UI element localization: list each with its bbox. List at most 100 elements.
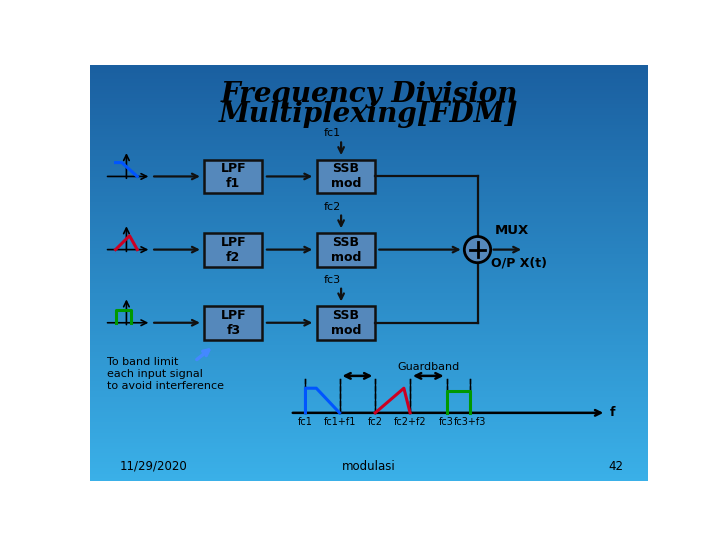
Bar xyxy=(90,417,648,420)
Bar xyxy=(90,72,648,75)
Bar xyxy=(90,226,648,229)
Bar xyxy=(90,79,648,82)
Bar xyxy=(90,285,648,287)
Bar xyxy=(90,143,648,146)
Bar xyxy=(90,99,648,102)
Circle shape xyxy=(464,237,490,262)
Bar xyxy=(90,197,648,200)
Bar xyxy=(90,228,648,231)
Bar xyxy=(90,64,648,67)
Bar xyxy=(90,110,648,113)
Bar xyxy=(90,397,648,400)
Bar xyxy=(90,324,648,327)
Bar xyxy=(90,332,648,335)
Bar xyxy=(90,426,648,429)
Bar xyxy=(90,129,648,131)
Bar xyxy=(90,276,648,279)
Bar xyxy=(90,168,648,171)
Bar xyxy=(90,172,648,175)
Text: 11/29/2020: 11/29/2020 xyxy=(120,460,187,473)
Text: LPF
f1: LPF f1 xyxy=(220,163,246,191)
Bar xyxy=(90,322,648,325)
Bar xyxy=(90,87,648,90)
Bar xyxy=(90,413,648,416)
Bar xyxy=(90,390,648,393)
Bar xyxy=(90,312,648,314)
Text: LPF
f3: LPF f3 xyxy=(220,309,246,337)
Bar xyxy=(90,207,648,211)
Bar xyxy=(90,424,648,427)
Bar xyxy=(90,374,648,377)
Bar xyxy=(90,451,648,454)
Bar xyxy=(90,120,648,123)
Bar xyxy=(90,183,648,185)
Bar xyxy=(90,187,648,190)
Bar xyxy=(90,66,648,69)
Bar xyxy=(90,249,648,252)
Text: fc3: fc3 xyxy=(324,275,341,285)
Bar xyxy=(204,306,262,340)
Bar xyxy=(90,178,648,181)
Bar xyxy=(90,147,648,150)
Bar xyxy=(90,393,648,395)
Bar xyxy=(90,370,648,373)
Bar xyxy=(317,159,375,193)
Bar xyxy=(90,174,648,177)
Bar xyxy=(90,85,648,87)
Bar xyxy=(90,139,648,141)
Bar xyxy=(90,457,648,460)
Bar xyxy=(90,112,648,114)
Bar xyxy=(90,170,648,173)
Bar xyxy=(90,467,648,470)
Bar xyxy=(90,288,648,292)
Bar xyxy=(90,282,648,285)
Text: Frequency Division: Frequency Division xyxy=(220,80,518,107)
Bar xyxy=(90,330,648,333)
Bar xyxy=(90,409,648,412)
Bar xyxy=(90,231,648,233)
Bar xyxy=(90,253,648,256)
Text: f: f xyxy=(609,406,615,420)
Text: fc2: fc2 xyxy=(324,201,341,212)
Bar xyxy=(90,261,648,265)
Bar xyxy=(90,212,648,214)
Bar xyxy=(90,193,648,196)
Bar xyxy=(90,469,648,472)
Bar xyxy=(90,303,648,306)
Bar xyxy=(90,436,648,439)
Bar xyxy=(90,395,648,397)
Bar xyxy=(90,347,648,349)
Bar xyxy=(90,339,648,341)
Bar xyxy=(90,75,648,77)
Text: SSB
mod: SSB mod xyxy=(330,309,361,337)
Text: modulasi: modulasi xyxy=(342,460,396,473)
Bar xyxy=(90,476,648,478)
Bar xyxy=(90,122,648,125)
Bar xyxy=(90,237,648,239)
Bar xyxy=(90,293,648,295)
Bar xyxy=(90,214,648,217)
Bar xyxy=(90,149,648,152)
Bar xyxy=(90,440,648,443)
Bar xyxy=(90,164,648,167)
Bar xyxy=(90,405,648,408)
Bar xyxy=(90,342,648,346)
Bar xyxy=(90,307,648,310)
Bar xyxy=(317,306,375,340)
Bar xyxy=(90,126,648,129)
Bar xyxy=(90,471,648,474)
Bar xyxy=(90,447,648,449)
Bar xyxy=(90,359,648,362)
Bar xyxy=(90,455,648,458)
Bar xyxy=(90,399,648,402)
Bar xyxy=(90,386,648,389)
Bar xyxy=(90,388,648,391)
Bar xyxy=(90,434,648,437)
Bar xyxy=(90,251,648,254)
Bar xyxy=(90,478,648,481)
Bar xyxy=(90,77,648,79)
Bar xyxy=(90,104,648,106)
Bar xyxy=(90,107,648,111)
Text: fc3+f3: fc3+f3 xyxy=(454,417,486,428)
Bar xyxy=(90,199,648,202)
